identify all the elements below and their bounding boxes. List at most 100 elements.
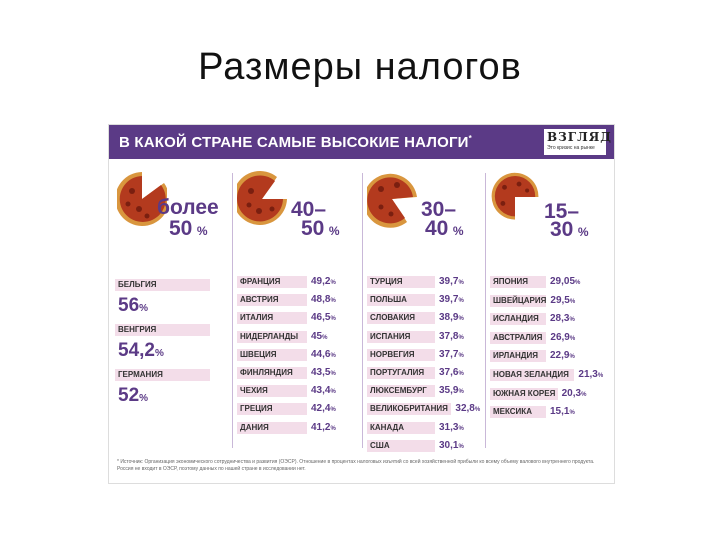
value-number: 41,2: [311, 421, 331, 433]
country-name: ТУРЦИЯ: [370, 277, 403, 286]
country-row: ЧЕХИЯ 43,4%: [237, 385, 359, 399]
country-name: АВСТРИЯ: [240, 295, 279, 305]
group-15-30: 15– 30 % ЯПОНИЯ 29,05% ШВЕЙЦАРИЯ 29,5% ИСЛАН…: [486, 159, 614, 449]
country-name: НОРВЕГИЯ: [370, 349, 415, 359]
bar-bg: [490, 350, 546, 363]
country-value: 26,9%: [550, 332, 575, 343]
value-unit: %: [139, 393, 149, 404]
value-unit: %: [458, 298, 464, 305]
value-number: 46,5: [311, 312, 331, 324]
country-value: 37,6%: [439, 367, 464, 378]
range-unit: %: [196, 224, 208, 238]
country-name: КАНАДА: [370, 422, 404, 432]
country-row: ФИНЛЯНДИЯ 43,5%: [237, 367, 359, 381]
range-label-bottom: 40 %: [425, 218, 463, 239]
value-unit: %: [330, 352, 336, 359]
country-value: 54,2%: [118, 340, 164, 362]
infographic-title: В КАКОЙ СТРАНЕ САМЫЕ ВЫСОКИЕ НАЛОГИ*: [119, 134, 472, 151]
country-value: 41,2%: [311, 422, 336, 433]
country-name: ВЕНГРИЯ: [118, 325, 157, 334]
value-unit: %: [330, 371, 336, 377]
value-number: 44,6: [311, 348, 331, 360]
country-row: АВСТРИЯ 48,8%: [237, 294, 359, 308]
bar-bg: [115, 324, 210, 336]
country-row: НИДЕРЛАНДЫ 45%: [237, 330, 359, 345]
bar-bg: [237, 294, 307, 307]
bar-bg: [237, 348, 307, 361]
value-number: 31,3: [439, 421, 459, 433]
country-name: ФРАНЦИЯ: [240, 277, 281, 286]
value-number: 22,9: [550, 350, 570, 362]
value-unit: %: [154, 348, 164, 359]
value-number: 43,5: [311, 367, 331, 378]
country-name: ЮЖНАЯ КОРЕЯ: [493, 388, 556, 398]
value-unit: %: [330, 298, 336, 305]
country-name: ВЕЛИКОБРИТАНИЯ: [370, 404, 448, 414]
country-value: 30,1%: [439, 440, 464, 451]
logo-subtext: Это кризис на рынке: [547, 145, 595, 151]
country-row: НОВАЯ ЗЕЛАНДИЯ 21,3%: [490, 369, 612, 383]
range-label-bottom: 50 %: [169, 218, 207, 239]
value-unit: %: [458, 443, 464, 450]
country-row: ПОРТУГАЛИЯ 37,6%: [367, 367, 489, 381]
country-value: 37,8%: [439, 331, 464, 342]
country-row: ФРАНЦИЯ 49,2%: [237, 276, 359, 290]
value-number: 39,7: [439, 294, 459, 306]
pizza-icon: [237, 171, 287, 225]
value-unit: %: [322, 334, 328, 341]
value-unit: %: [597, 373, 604, 379]
country-row: ЯПОНИЯ 29,05%: [490, 276, 612, 290]
country-name: ГРЕЦИЯ: [240, 404, 273, 414]
country-name: АВСТРАЛИЯ: [493, 332, 543, 342]
value-number: 28,3: [550, 313, 570, 325]
value-unit: %: [458, 334, 464, 341]
value-unit: %: [569, 317, 575, 324]
value-number: 26,9: [550, 331, 570, 343]
country-row: АВСТРАЛИЯ 26,9%: [490, 331, 612, 346]
value-number: 29,05: [550, 276, 576, 287]
country-value: 38,9%: [439, 312, 464, 323]
country-row: ШВЕЙЦАРИЯ 29,5%: [490, 294, 612, 309]
pizza-icon: [117, 172, 167, 226]
country-row: ЮЖНАЯ КОРЕЯ 20,3%: [490, 387, 612, 402]
range-label-bottom: 30 %: [550, 219, 588, 240]
country-row: ЛЮКСЕМБУРГ 35,9%: [367, 385, 489, 399]
range-bottom: 50: [169, 217, 193, 240]
country-value: 52%: [118, 385, 148, 407]
value-number: 20,3: [561, 387, 582, 399]
tax-infographic: В КАКОЙ СТРАНЕ САМЫЕ ВЫСОКИЕ НАЛОГИ* ВЗГ…: [108, 124, 615, 484]
bar-bg: [367, 385, 435, 398]
range-unit: %: [328, 224, 340, 238]
value-number: 37,8: [439, 330, 459, 342]
country-row: КАНАДА 31,3%: [367, 421, 489, 436]
bar-bg: [367, 294, 435, 307]
pizza-icon: [491, 172, 539, 220]
bar-bg: [367, 403, 452, 416]
country-name: ЧЕХИЯ: [240, 386, 268, 396]
country-name: ФИНЛЯНДИЯ: [240, 368, 293, 377]
country-row: ПОЛЬША 39,7%: [367, 294, 489, 308]
value-number: 54,2: [118, 340, 155, 361]
country-row: ИТАЛИЯ 46,5%: [237, 312, 359, 326]
country-name: ПОЛЬША: [370, 295, 407, 305]
country-name: ЯПОНИЯ: [493, 277, 528, 286]
country-name: ПОРТУГАЛИЯ: [370, 368, 425, 377]
vzglyad-logo: ВЗГЛЯД Это кризис на рынке: [544, 129, 611, 155]
value-unit: %: [569, 354, 575, 361]
country-value: 28,3%: [550, 313, 575, 324]
country-value: 46,5%: [311, 312, 336, 323]
bar-bg: [237, 403, 307, 416]
column-divider: [485, 173, 486, 448]
value-number: 56: [118, 295, 140, 316]
value-unit: %: [458, 371, 464, 377]
range-label: 15–: [544, 201, 579, 222]
country-row: СЛОВАКИЯ 38,9%: [367, 312, 489, 326]
country-row: США 30,1%: [367, 439, 489, 454]
value-unit: %: [569, 335, 576, 342]
country-value: 42,4%: [311, 403, 336, 414]
country-value: 49,2%: [311, 276, 336, 287]
country-name: ШВЕЦИЯ: [240, 349, 277, 359]
country-value: 31,3%: [439, 422, 464, 433]
country-name: СЛОВАКИЯ: [370, 313, 415, 323]
value-unit: %: [458, 389, 464, 396]
